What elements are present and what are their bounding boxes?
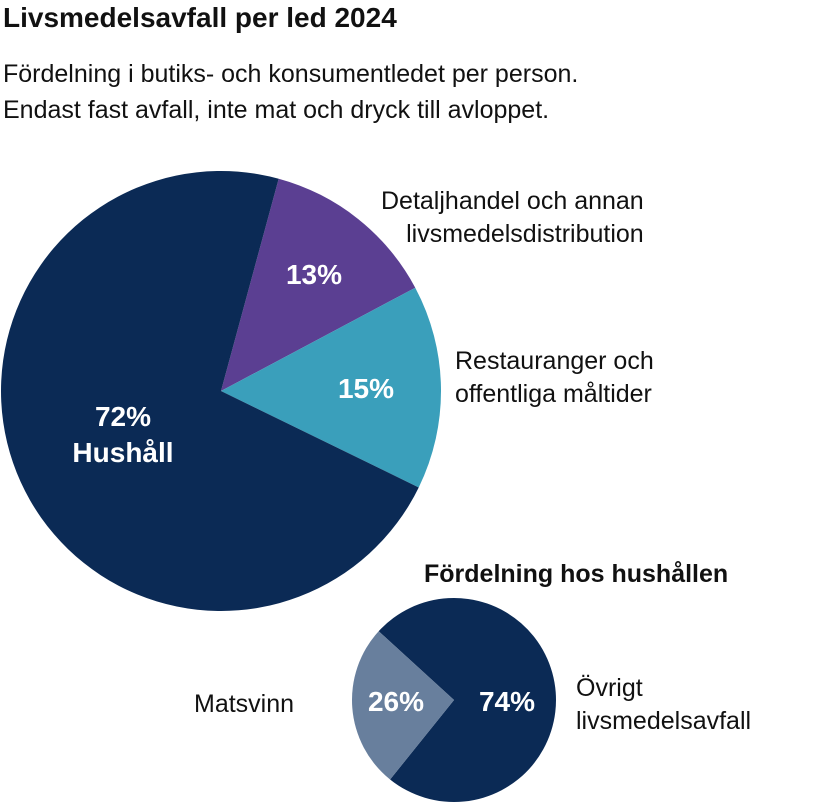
label-line: Restauranger och xyxy=(455,347,654,375)
label-line: Övrigt xyxy=(576,674,643,702)
pie-slice-hushåll xyxy=(0,170,419,611)
chart-title: Livsmedelsavfall per led 2024 xyxy=(3,2,397,33)
pie-slice-detaljhandel xyxy=(221,178,416,391)
pie-slice-restauranger xyxy=(221,287,441,488)
value-label: 72% xyxy=(95,401,151,432)
pie-slice-matsvinn xyxy=(352,631,454,780)
label-ovrigt: Övrigt livsmedelsavfall xyxy=(576,672,751,738)
value-label: 74% xyxy=(479,686,535,717)
label-line: livsmedelsavfall xyxy=(576,707,752,735)
pie-slice-övrigt xyxy=(378,598,556,803)
label-restauranger: Restauranger och offentliga måltider xyxy=(455,345,654,411)
value-label: 13% xyxy=(286,259,342,290)
label-detaljhandel: Detaljhandel och annan livsmedelsdistrib… xyxy=(381,185,644,251)
subtitle-line-1: Fördelning i butiks- och konsumentledet … xyxy=(3,60,579,88)
household-chart-title: Fördelning hos hushållen xyxy=(424,560,729,588)
label-matsvinn: Matsvinn xyxy=(194,690,295,718)
subtitle-line-2: Endast fast avfall, inte mat och dryck t… xyxy=(3,96,550,124)
value-label: 15% xyxy=(338,373,394,404)
slice-name-hushall: Hushåll xyxy=(72,437,173,468)
value-label: 26% xyxy=(368,686,424,717)
label-line: livsmedelsdistribution xyxy=(406,220,644,248)
label-line: Detaljhandel och annan xyxy=(381,187,644,215)
label-line: offentliga måltider xyxy=(455,380,652,408)
